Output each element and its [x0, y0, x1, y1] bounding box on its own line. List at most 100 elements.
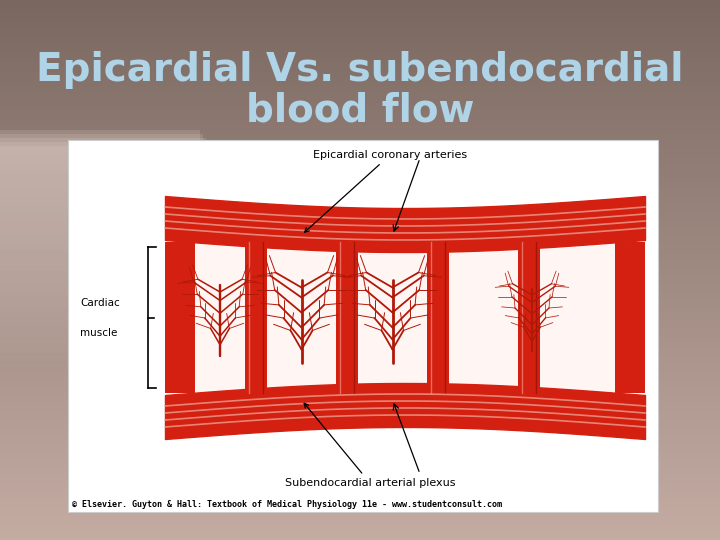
Bar	[0, 140, 720, 142]
Bar	[0, 373, 720, 374]
Bar	[0, 69, 720, 70]
Bar	[0, 282, 314, 302]
Bar	[0, 322, 344, 342]
Bar	[0, 39, 720, 42]
Bar	[0, 196, 720, 198]
Bar	[0, 173, 720, 174]
Bar	[0, 211, 720, 212]
Bar	[0, 54, 720, 56]
Bar	[0, 318, 341, 338]
Bar	[0, 182, 720, 184]
Text: © Elsevier. Guyton & Hall: Textbook of Medical Physiology 11e - www.studentconsu: © Elsevier. Guyton & Hall: Textbook of M…	[72, 500, 502, 509]
Bar	[0, 218, 266, 238]
Bar	[0, 34, 720, 36]
Bar	[0, 142, 209, 162]
Bar	[0, 259, 720, 261]
Bar	[0, 205, 720, 207]
Bar	[0, 5, 720, 7]
Bar	[0, 119, 720, 120]
Bar	[0, 110, 720, 112]
Bar	[0, 96, 720, 97]
Bar	[0, 101, 720, 103]
Bar	[0, 331, 720, 333]
Bar	[0, 308, 720, 309]
Text: Epicardial coronary arteries: Epicardial coronary arteries	[305, 150, 467, 232]
Bar	[0, 31, 720, 32]
Text: Cardiac: Cardiac	[80, 298, 120, 307]
Bar	[0, 186, 242, 206]
Bar	[0, 194, 720, 196]
Bar	[615, 242, 645, 393]
Bar	[0, 83, 720, 85]
Bar	[0, 535, 720, 536]
Bar	[0, 29, 720, 31]
Bar	[0, 533, 720, 535]
Bar	[0, 147, 720, 150]
Bar	[0, 113, 720, 115]
Text: Subendocardial arterial plexus: Subendocardial arterial plexus	[284, 403, 455, 488]
Bar	[0, 174, 233, 194]
Bar	[0, 133, 720, 135]
Bar	[0, 126, 720, 128]
Bar	[0, 270, 305, 290]
Bar	[0, 464, 720, 466]
Bar	[0, 330, 350, 350]
Bar	[0, 193, 720, 194]
Bar	[0, 436, 720, 437]
Bar	[449, 242, 615, 393]
Bar	[427, 242, 449, 393]
Bar	[0, 363, 720, 366]
Bar	[0, 385, 720, 387]
Bar	[0, 493, 720, 495]
Bar	[0, 250, 720, 252]
Text: blood flow: blood flow	[246, 91, 474, 129]
Bar	[0, 346, 362, 366]
Bar	[0, 481, 720, 482]
Bar	[0, 486, 720, 488]
Bar	[0, 158, 221, 178]
Bar	[0, 502, 720, 504]
Bar	[0, 290, 720, 292]
Bar	[0, 508, 720, 509]
Bar	[0, 360, 720, 362]
Bar	[195, 242, 245, 393]
Bar	[0, 178, 236, 198]
Bar	[0, 124, 720, 126]
Bar	[0, 153, 720, 155]
Bar	[0, 210, 260, 230]
Bar	[0, 501, 720, 502]
Bar	[0, 326, 720, 328]
Bar	[0, 350, 365, 370]
Bar	[0, 380, 720, 382]
Bar	[0, 88, 720, 90]
Bar	[0, 204, 720, 205]
Bar	[267, 242, 336, 393]
Bar	[0, 170, 230, 190]
Bar	[0, 336, 720, 339]
Bar	[0, 97, 720, 99]
Bar	[0, 70, 720, 72]
Bar	[0, 86, 720, 88]
Bar	[0, 231, 720, 232]
Bar	[0, 252, 720, 254]
Bar	[0, 441, 720, 443]
Bar	[0, 128, 720, 130]
Bar	[0, 254, 720, 255]
Bar	[0, 243, 720, 245]
Bar	[0, 138, 206, 158]
Bar	[0, 450, 720, 452]
Bar	[0, 160, 720, 162]
Bar	[0, 417, 720, 420]
Bar	[0, 309, 720, 312]
Bar	[0, 221, 720, 223]
Bar	[0, 333, 720, 335]
Bar	[0, 513, 720, 515]
Bar	[0, 376, 720, 378]
Bar	[0, 432, 720, 434]
Bar	[0, 457, 720, 459]
Bar	[0, 443, 720, 444]
Bar	[0, 20, 720, 22]
Bar	[0, 292, 720, 293]
Bar	[0, 396, 720, 398]
Bar	[0, 241, 720, 243]
